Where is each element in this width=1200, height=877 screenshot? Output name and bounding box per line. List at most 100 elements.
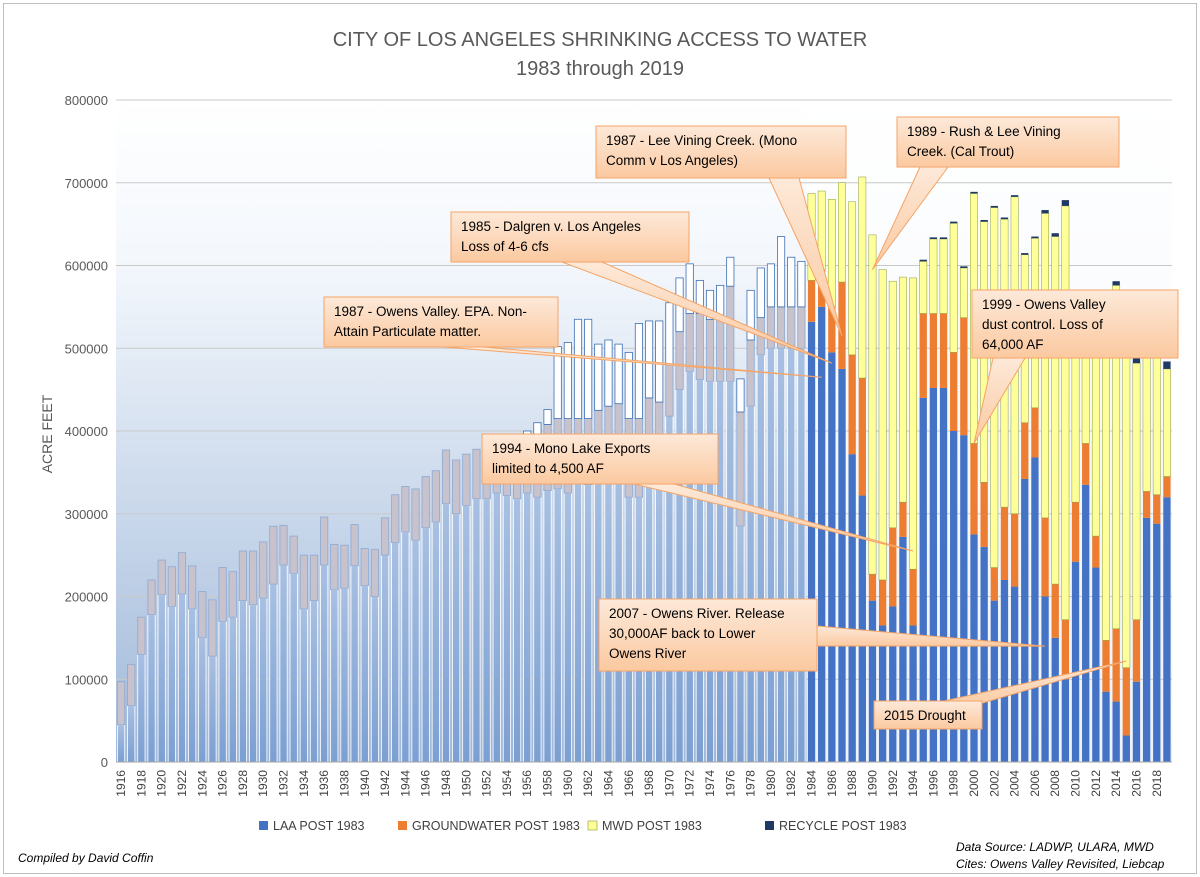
bar-segment	[655, 320, 664, 403]
bar-segment	[147, 579, 156, 616]
bar-segment	[797, 260, 806, 308]
x-tick-label: 1920	[155, 770, 169, 797]
bar-segment	[492, 492, 501, 763]
bar-segment	[777, 236, 786, 308]
bar-segment	[797, 347, 806, 763]
bar-segment	[878, 625, 887, 762]
bar-segment	[340, 544, 349, 589]
x-tick-label: 1986	[825, 770, 839, 797]
chart-subtitle: 1983 through 2019	[516, 58, 684, 80]
bar-segment	[899, 502, 907, 537]
x-tick-label: 1982	[784, 770, 798, 797]
bar-segment	[980, 546, 988, 762]
bar-segment	[1082, 443, 1090, 485]
bar-segment	[543, 490, 552, 763]
bar-segment	[888, 280, 897, 529]
bar-segment	[1071, 561, 1080, 762]
x-tick-label: 1946	[419, 770, 433, 797]
bar-segment	[330, 543, 339, 591]
bar-segment	[919, 261, 928, 314]
bar-segment	[878, 579, 887, 626]
bar-segment	[188, 608, 197, 763]
bar-segment	[919, 313, 927, 398]
bar-segment	[1010, 586, 1019, 762]
bar-segment	[1031, 407, 1039, 458]
callout-text: 30,000AF back to Lower	[609, 626, 756, 641]
bar-segment	[990, 205, 998, 208]
bar-segment	[1000, 507, 1009, 580]
x-tick-label: 1944	[398, 770, 412, 797]
callout-box	[323, 296, 559, 348]
bar-segment	[441, 449, 451, 505]
x-tick-label: 1924	[195, 770, 209, 797]
bar-segment	[157, 559, 166, 596]
bar-segment	[1132, 619, 1141, 682]
bar-segment	[868, 234, 877, 575]
bar-segment	[1153, 494, 1161, 524]
y-tick-label: 500000	[65, 341, 108, 356]
bar-segment	[238, 600, 247, 763]
bar-segment	[899, 276, 907, 503]
bar-segment	[1102, 691, 1110, 762]
x-tick-label: 1992	[886, 770, 900, 797]
bar-segment	[909, 625, 917, 762]
legend-swatch	[259, 821, 268, 830]
bar-segment	[360, 585, 369, 763]
bar-segment	[411, 539, 420, 763]
bar-segment	[238, 550, 247, 602]
bar-segment	[949, 223, 958, 353]
bar-segment	[1010, 513, 1019, 587]
bar-segment	[970, 534, 978, 762]
bar-segment	[878, 269, 887, 581]
annotation-callout: 2015 Drought	[873, 660, 1127, 730]
bar-segment	[807, 321, 816, 762]
callout-box	[481, 433, 719, 485]
bar-segment	[228, 571, 237, 618]
bar-segment	[482, 498, 491, 763]
bar-segment	[1132, 362, 1141, 620]
bar-segment	[177, 593, 187, 763]
bar-segment	[614, 343, 623, 405]
bar-segment	[960, 266, 968, 268]
y-tick-label: 0	[101, 755, 108, 770]
bar-segment	[269, 583, 278, 763]
bar-segment	[705, 289, 715, 320]
bar-segment	[289, 572, 298, 763]
x-tick-label: 1922	[175, 770, 189, 797]
legend-swatch	[765, 821, 774, 830]
bar-segment	[685, 263, 694, 314]
legend-item: RECYCLE POST 1983	[765, 819, 907, 833]
bar-segment	[1092, 567, 1100, 762]
bar-segment	[452, 459, 461, 515]
bar-segment	[117, 681, 126, 726]
annotation-callout: 1987 - Owens Valley. EPA. Non- Attain Par…	[323, 296, 822, 378]
bar-segment	[1061, 205, 1070, 620]
callout-text: 1999 - Owens Valley	[982, 297, 1106, 312]
bar-segment	[726, 256, 735, 287]
bar-segment	[1092, 536, 1100, 568]
bar-segment	[929, 313, 938, 388]
bar-segment	[980, 482, 988, 547]
legend-item: GROUNDWATER POST 1983	[398, 819, 580, 833]
bar-segment	[848, 354, 856, 455]
x-tick-label: 1950	[459, 770, 473, 797]
bar-segment	[1163, 476, 1171, 498]
bar-segment	[634, 323, 643, 419]
bar-segment	[167, 606, 176, 763]
callout-box	[873, 700, 983, 730]
bar-segment	[746, 289, 755, 341]
bar-segment	[939, 387, 948, 762]
bar-segment	[249, 550, 258, 606]
bar-segment	[401, 531, 410, 763]
bar-segment	[858, 176, 867, 379]
bar-segment	[421, 527, 430, 763]
bar-segment	[543, 409, 552, 425]
callout-text: 2015 Drought	[884, 708, 966, 723]
bar-segment	[990, 567, 998, 601]
x-tick-label: 1980	[764, 770, 778, 797]
bar-segment	[1132, 681, 1141, 762]
legend-item: LAA POST 1983	[259, 819, 365, 833]
bar-segment	[726, 380, 735, 763]
bar-segment	[1010, 195, 1019, 197]
callout-text: 1987 - Owens Valley. EPA. Non-	[334, 304, 527, 319]
